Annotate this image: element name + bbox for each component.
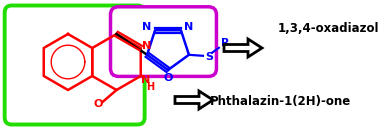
Polygon shape	[175, 91, 213, 109]
Text: R: R	[221, 38, 229, 48]
Text: 1,3,4-oxadiazole: 1,3,4-oxadiazole	[278, 22, 378, 35]
Text: N: N	[184, 22, 194, 32]
Text: S: S	[205, 52, 213, 62]
Text: N: N	[143, 22, 152, 32]
Text: H: H	[146, 82, 154, 92]
FancyBboxPatch shape	[110, 7, 217, 76]
Text: N: N	[142, 41, 151, 51]
FancyBboxPatch shape	[5, 5, 145, 125]
Text: O: O	[163, 73, 173, 83]
Text: O: O	[94, 99, 103, 109]
Text: N: N	[141, 75, 150, 85]
Text: Phthalazin-1(2H)-one: Phthalazin-1(2H)-one	[210, 95, 351, 108]
Polygon shape	[224, 39, 262, 57]
